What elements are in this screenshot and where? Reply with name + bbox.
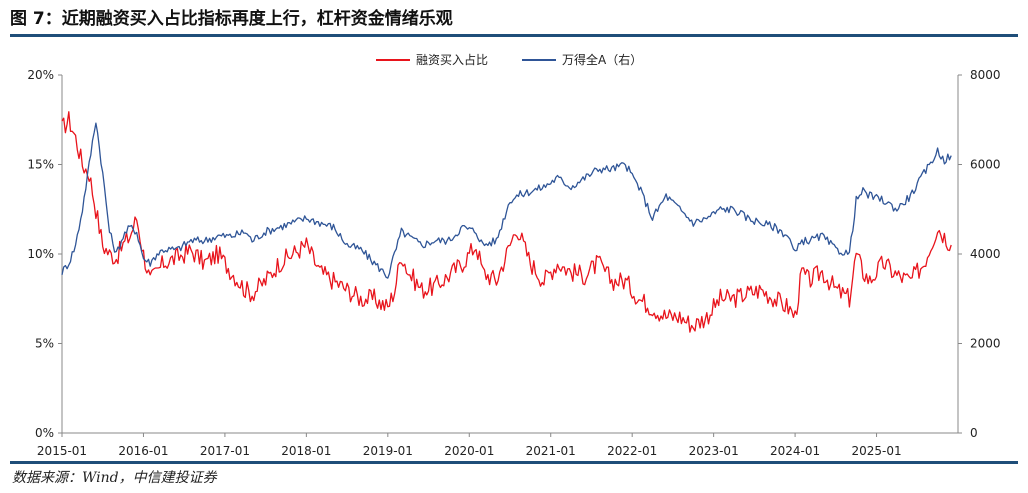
x-tick-label: 2016-01 [118,444,168,458]
y-left-tick-label: 15% [27,158,54,172]
y-right-tick-label: 0 [970,426,978,440]
x-tick-label: 2017-01 [200,444,250,458]
top-rule [10,34,1018,37]
series-line-wind-a [61,122,952,279]
x-tick-label: 2020-01 [444,444,494,458]
x-tick-label: 2019-01 [363,444,413,458]
chart-lines [61,111,952,333]
y-right-tick-label: 8000 [970,68,1001,82]
y-left-tick-label: 0% [35,426,54,440]
y-right-tick-label: 6000 [970,158,1001,172]
y-right-tick-label: 2000 [970,337,1001,351]
chart-axes: 0% 5% 10% 15% 20% 0 2000 4000 6000 8000 2015-01 201… [27,68,1000,458]
bottom-rule [10,461,1018,464]
x-tick-label: 2025-01 [851,444,901,458]
x-tick-label: 2021-01 [526,444,576,458]
y-left-tick-label: 5% [35,337,54,351]
x-tick-label: 2022-01 [607,444,657,458]
x-tick-label: 2015-01 [37,444,87,458]
figure-title: 图 7：近期融资买入占比指标再度上行，杠杆资金情绪乐观 [10,9,453,29]
source-note: 数据来源：Wind，中信建投证券 [12,470,217,486]
y-right-tick-label: 4000 [970,247,1001,261]
legend-label: 万得全A（右） [562,52,642,67]
chart-legend: 融资买入占比 万得全A（右） [376,52,642,67]
x-tick-label: 2018-01 [281,444,331,458]
legend-label: 融资买入占比 [416,52,488,67]
x-tick-label: 2023-01 [689,444,739,458]
y-left-tick-label: 20% [27,68,54,82]
series-line-margin-ratio [61,111,952,333]
y-left-tick-label: 10% [27,247,54,261]
x-tick-label: 2024-01 [770,444,820,458]
